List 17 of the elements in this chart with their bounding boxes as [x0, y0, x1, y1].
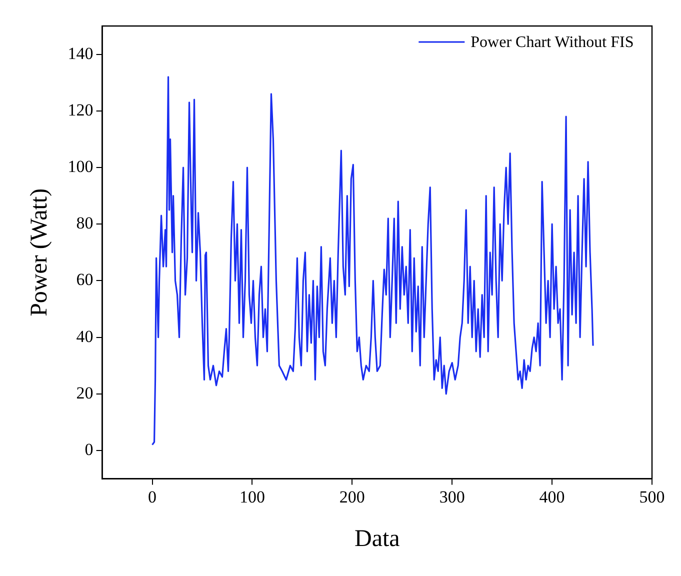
y-axis-title: Power (Watt) — [26, 188, 53, 316]
x-tick-label: 100 — [239, 487, 265, 506]
y-tick-label: 0 — [84, 440, 94, 459]
y-tick-label: 80 — [76, 214, 94, 233]
y-tick-label: 140 — [68, 44, 94, 63]
x-tick-label: 500 — [639, 487, 665, 506]
x-tick-label: 400 — [539, 487, 565, 506]
y-tick-label: 100 — [68, 156, 94, 176]
x-tick-label: 0 — [148, 487, 157, 506]
legend-label: Power Chart Without FIS — [470, 34, 634, 52]
y-tick-label: 60 — [76, 270, 94, 290]
y-tick-label: 120 — [68, 100, 94, 120]
y-tick-label: 40 — [76, 326, 94, 346]
x-tick-label: 300 — [439, 487, 465, 506]
y-tick-label: 20 — [76, 383, 94, 402]
x-tick-label: 200 — [339, 487, 365, 506]
x-axis-title: Data — [354, 526, 400, 552]
